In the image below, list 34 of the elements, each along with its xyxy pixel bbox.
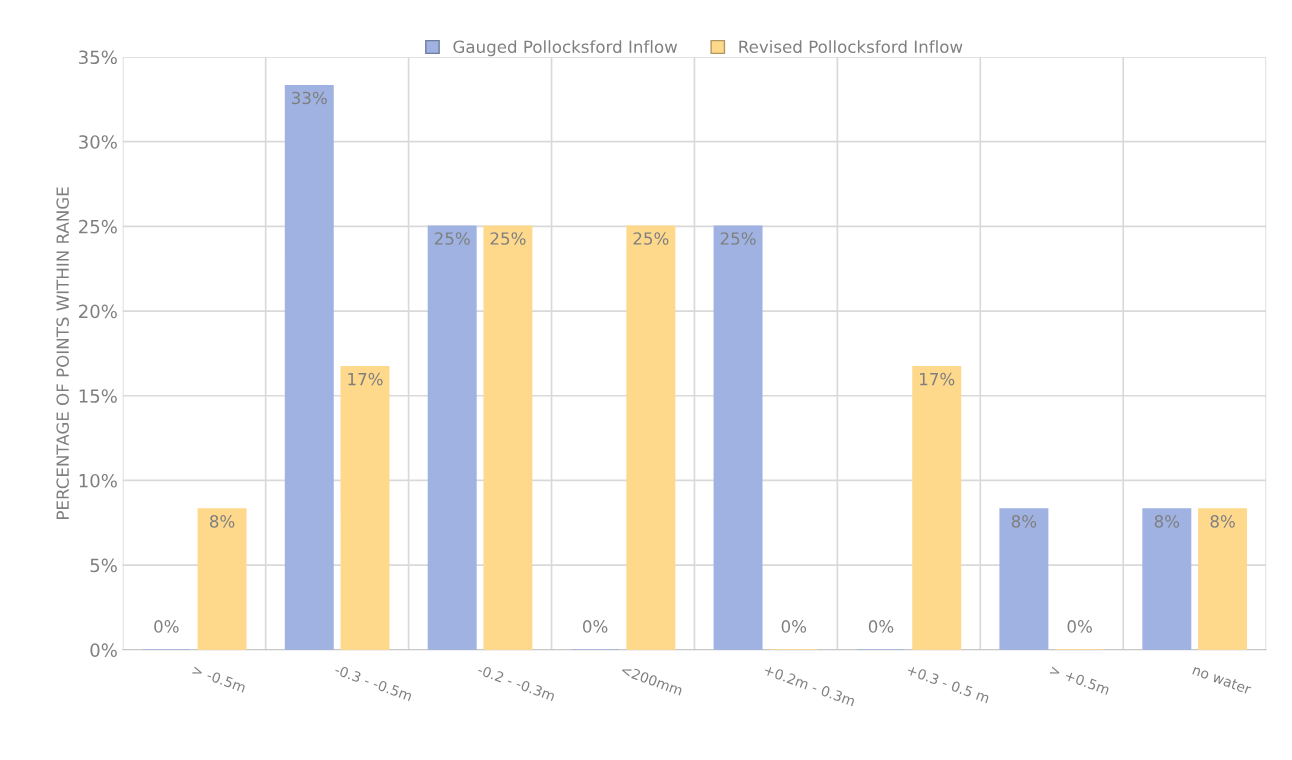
x-tick-label: +0.3 - 0.5 m <box>906 664 990 704</box>
data-label: 25% <box>434 232 470 245</box>
data-label: 0% <box>868 620 894 633</box>
data-label: 25% <box>720 232 756 245</box>
data-label: 25% <box>633 232 669 245</box>
data-label: 8% <box>1011 515 1037 528</box>
data-label: 0% <box>781 620 807 633</box>
y-tick-label: 35% <box>79 50 117 65</box>
data-label: 25% <box>490 232 526 245</box>
data-label: 33% <box>292 91 327 105</box>
x-tick-label: -0.2 - -0.3m <box>477 664 556 702</box>
y-tick-label: 30% <box>79 135 117 149</box>
x-tick-label: +0.2m - 0.3m <box>763 664 856 707</box>
x-tick-label: no water <box>1192 664 1253 695</box>
y-tick-label: 20% <box>79 304 117 319</box>
data-label: 0% <box>154 620 179 633</box>
data-label: 8% <box>1154 515 1180 528</box>
y-tick-label: 10% <box>79 473 117 488</box>
legend-label: Gauged Pollocksford Inflow <box>453 40 678 57</box>
y-tick-label: 25% <box>79 219 117 234</box>
y-tick-label: 15% <box>79 389 117 403</box>
y-tick-label: 5% <box>90 558 117 573</box>
y-tick-label: 0% <box>90 643 117 657</box>
y-axis-title: PERCENTAGE OF POINTS WITHIN RANGE <box>56 187 69 519</box>
data-label: 8% <box>209 515 235 528</box>
data-label: 0% <box>582 620 608 633</box>
data-label: 0% <box>1067 620 1092 633</box>
x-tick-label: > -0.5m <box>191 664 247 693</box>
legend-label: Revised Pollocksford Inflow <box>739 40 963 54</box>
x-tick-label: > +0.5m <box>1049 664 1111 696</box>
data-label: 17% <box>920 372 955 386</box>
data-label: 8% <box>1210 515 1235 528</box>
x-tick-label: -0.3 - -0.5m <box>334 664 413 702</box>
data-label: 17% <box>348 372 383 386</box>
